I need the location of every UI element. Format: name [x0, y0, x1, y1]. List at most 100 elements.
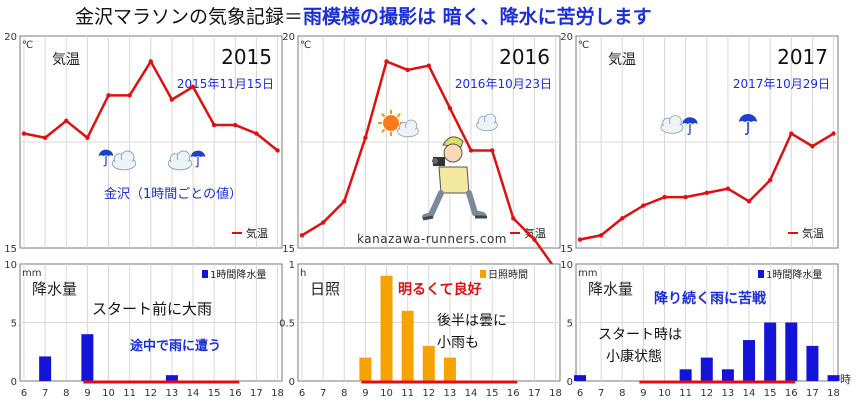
title-black-part: 金沢マラソンの気象記録＝: [75, 6, 304, 28]
temperature-point: [275, 148, 280, 153]
x-tick-label: 10: [658, 388, 671, 399]
x-tick-label: 11: [679, 388, 692, 399]
x-tick-label: 7: [320, 388, 326, 399]
x-tick-label: 11: [123, 388, 136, 399]
temperature-point: [21, 131, 27, 136]
panel-label: 気温: [608, 52, 636, 68]
annotation-text: 降り続く雨に苦戦: [654, 290, 767, 307]
station-note: 金沢（1時間ごとの値）: [104, 186, 242, 202]
temperature-point: [211, 122, 217, 128]
date-label: 2015年11月15日: [177, 77, 274, 91]
data-bar: [443, 357, 456, 381]
temperature-point: [746, 199, 752, 204]
umbrella-handle: [744, 122, 749, 135]
legend-label: 気温: [802, 226, 824, 240]
x-tick-label: 13: [166, 388, 179, 399]
panel-label: 気温: [52, 52, 80, 68]
data-bar: [422, 345, 435, 381]
cloud-shape: [661, 124, 683, 133]
y-tick-label: 20: [560, 32, 573, 43]
unit-label: mm: [22, 268, 41, 279]
temperature-point: [831, 131, 836, 136]
annotation-text: スタート前に大雨: [92, 300, 212, 318]
unit-label: mm: [578, 268, 597, 279]
x-tick-label: 7: [598, 388, 604, 399]
x-tick-label: 8: [341, 388, 347, 399]
x-tick-label: 13: [722, 388, 735, 399]
x-tick-label: 6: [299, 388, 305, 399]
temperature-point: [789, 131, 794, 136]
legend-label: 1時間降水量: [766, 268, 822, 281]
y-tick-label: 0: [289, 377, 295, 388]
annotation-text: 明るくて良好: [398, 281, 482, 298]
cloud-shape: [169, 160, 191, 169]
x-tick-label: 8: [619, 388, 625, 399]
annotation-text: スタート時は: [598, 327, 682, 343]
temperature-point: [85, 135, 90, 140]
y-tick-label: 20: [282, 32, 295, 43]
unit-label: ℃: [300, 40, 311, 51]
x-tick-label: 18: [549, 388, 562, 399]
x-tick-label: 12: [144, 388, 157, 399]
temperature-point: [169, 97, 175, 102]
x-tick-label: 17: [528, 388, 541, 399]
x-tick-label: 18: [827, 388, 840, 399]
temperature-point: [254, 131, 259, 136]
y-tick-label: 5: [11, 319, 17, 330]
annotation-text: 小康状態: [606, 348, 662, 365]
shoes: [422, 215, 487, 221]
x-tick-label: 8: [63, 388, 69, 399]
x-tick-label: 12: [700, 388, 713, 399]
rain-cloud-icon: [111, 150, 137, 171]
x-unit-label: 時: [840, 373, 851, 386]
runner-camera-icon: [422, 136, 487, 221]
annotation-text: 小雨も: [437, 335, 479, 351]
y-tick-label: 0: [11, 377, 17, 388]
x-tick-label: 9: [84, 388, 90, 399]
x-tick-label: 17: [250, 388, 263, 399]
legend-swatch: [480, 270, 486, 278]
unit-label: h: [300, 268, 306, 279]
x-tick-label: 9: [362, 388, 368, 399]
watermark-text: kanazawa-runners.com: [357, 232, 507, 246]
x-tick-label: 6: [21, 388, 27, 399]
x-tick-label: 14: [187, 388, 200, 399]
data-bar: [574, 375, 586, 381]
temperature-point: [532, 237, 537, 242]
y-tick-label: 15: [560, 244, 573, 255]
temperature-point: [620, 216, 625, 221]
x-tick-label: 10: [102, 388, 115, 399]
rain-cloud-icon: [660, 115, 684, 134]
temperature-point: [127, 93, 132, 98]
page-title: 金沢マラソンの気象記録＝雨模様の撮影は 暗く、降水に苦労します: [75, 2, 652, 32]
sun-ray: [381, 128, 386, 133]
temperature-point: [106, 93, 111, 98]
legend-label: 1時間降水量: [210, 268, 266, 281]
sun-ray: [396, 113, 401, 118]
temperature-point: [641, 203, 646, 208]
y-tick-label: 20: [4, 32, 17, 43]
cloud-shape: [398, 128, 418, 136]
head: [443, 143, 463, 163]
temperature-point: [363, 135, 368, 140]
data-bar: [39, 356, 52, 381]
data-bar: [359, 357, 372, 381]
legend-swatch: [202, 270, 208, 278]
cap: [442, 136, 464, 148]
year-label: 2016: [499, 45, 550, 69]
temperature-point: [468, 148, 474, 153]
y-tick-label: 10: [4, 260, 17, 271]
x-tick-label: 16: [785, 388, 798, 399]
shirt: [438, 166, 470, 194]
data-bar: [401, 310, 414, 381]
date-label: 2016年10月23日: [455, 77, 552, 91]
data-bar: [700, 357, 713, 381]
x-tick-label: 15: [764, 388, 777, 399]
sun-2016-panel: 1 0.5 0 h 日照 日照時間 6 7 8 9 10 11 12 13 14 15 16 17 18 明るくて良好…: [279, 260, 562, 399]
umbrella-handle: [687, 124, 691, 136]
data-bar: [806, 345, 819, 381]
